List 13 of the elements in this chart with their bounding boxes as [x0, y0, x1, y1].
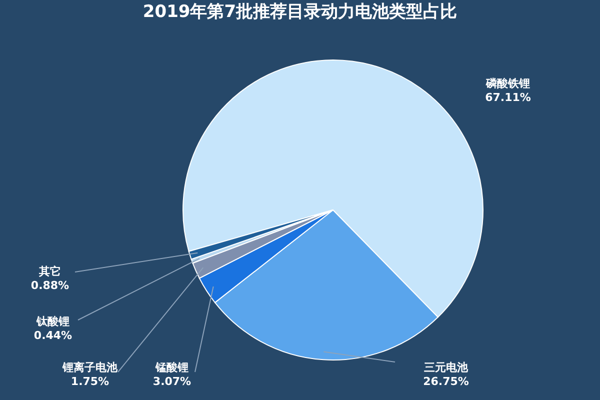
data-label: 3.07%	[152, 375, 192, 388]
chart-title: 2019年第7批推荐目录动力电池类型占比	[142, 2, 458, 22]
slice-label: 锂离子电池	[62, 361, 118, 374]
slice-label: 磷酸铁锂	[485, 77, 530, 90]
slice-label: 三元电池	[424, 361, 469, 374]
data-label: 26.75%	[423, 375, 469, 388]
data-label: 1.75%	[70, 375, 110, 388]
data-label: 67.11%	[485, 91, 531, 104]
data-label: 0.88%	[30, 279, 70, 292]
slice-label: 钛酸锂	[36, 315, 70, 328]
slice-label: 锰酸锂	[154, 361, 188, 374]
slice-label: 其它	[38, 265, 61, 278]
data-label: 0.44%	[34, 329, 72, 342]
